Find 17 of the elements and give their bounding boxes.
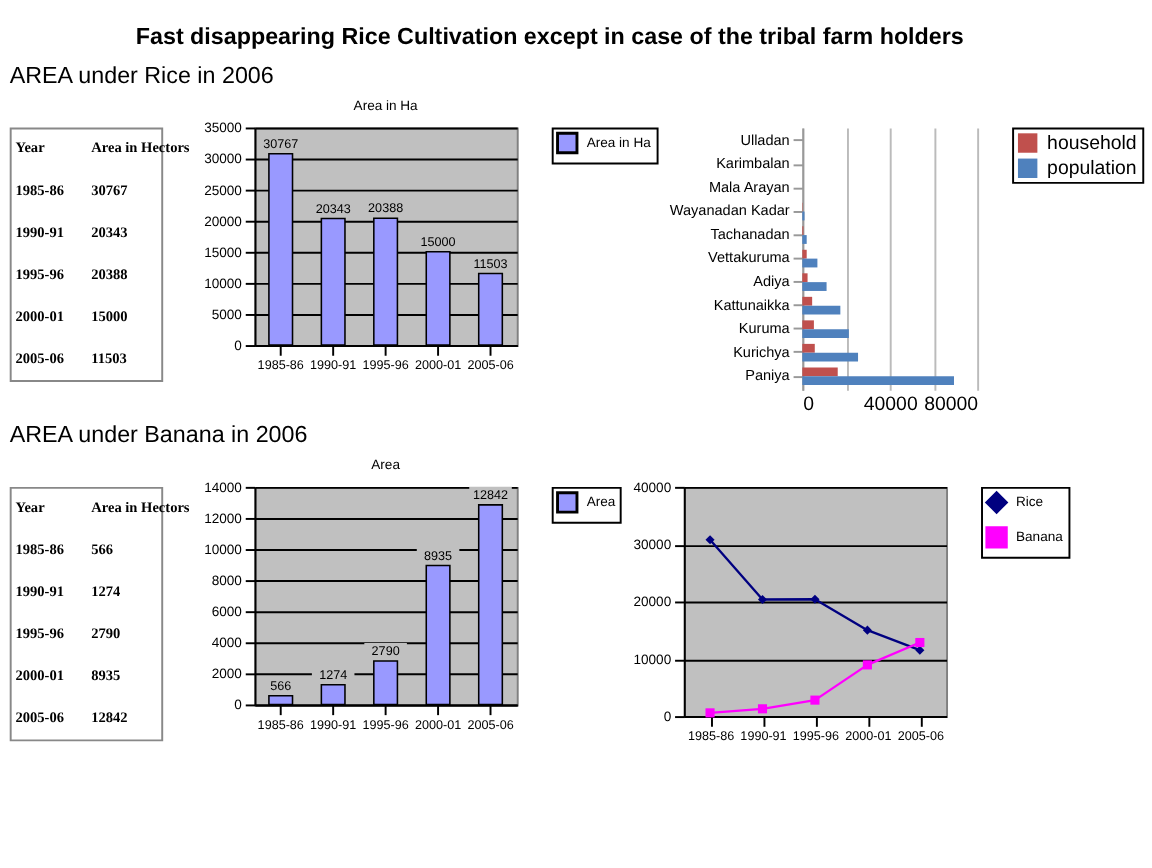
text: AREA under Rice in 2006 (9, 62, 274, 89)
point (810, 695, 820, 705)
point (810, 594, 820, 604)
point (705, 708, 715, 718)
legend-label: population (1047, 158, 1137, 181)
point (862, 660, 872, 670)
x-tick-label: 40000 (863, 394, 919, 417)
point (757, 704, 768, 714)
point (915, 637, 925, 648)
point (705, 535, 715, 545)
text: AREA under Banana in 2006 (9, 422, 308, 449)
point (757, 594, 768, 605)
text: Fast disappearing Rice Cultivation except in case of the tribal farm holders (135, 23, 964, 50)
legend-label: household (1047, 132, 1137, 155)
point (862, 625, 872, 635)
x-tick-label: 80000 (924, 394, 980, 417)
x-tick-label: 0 (803, 394, 816, 417)
